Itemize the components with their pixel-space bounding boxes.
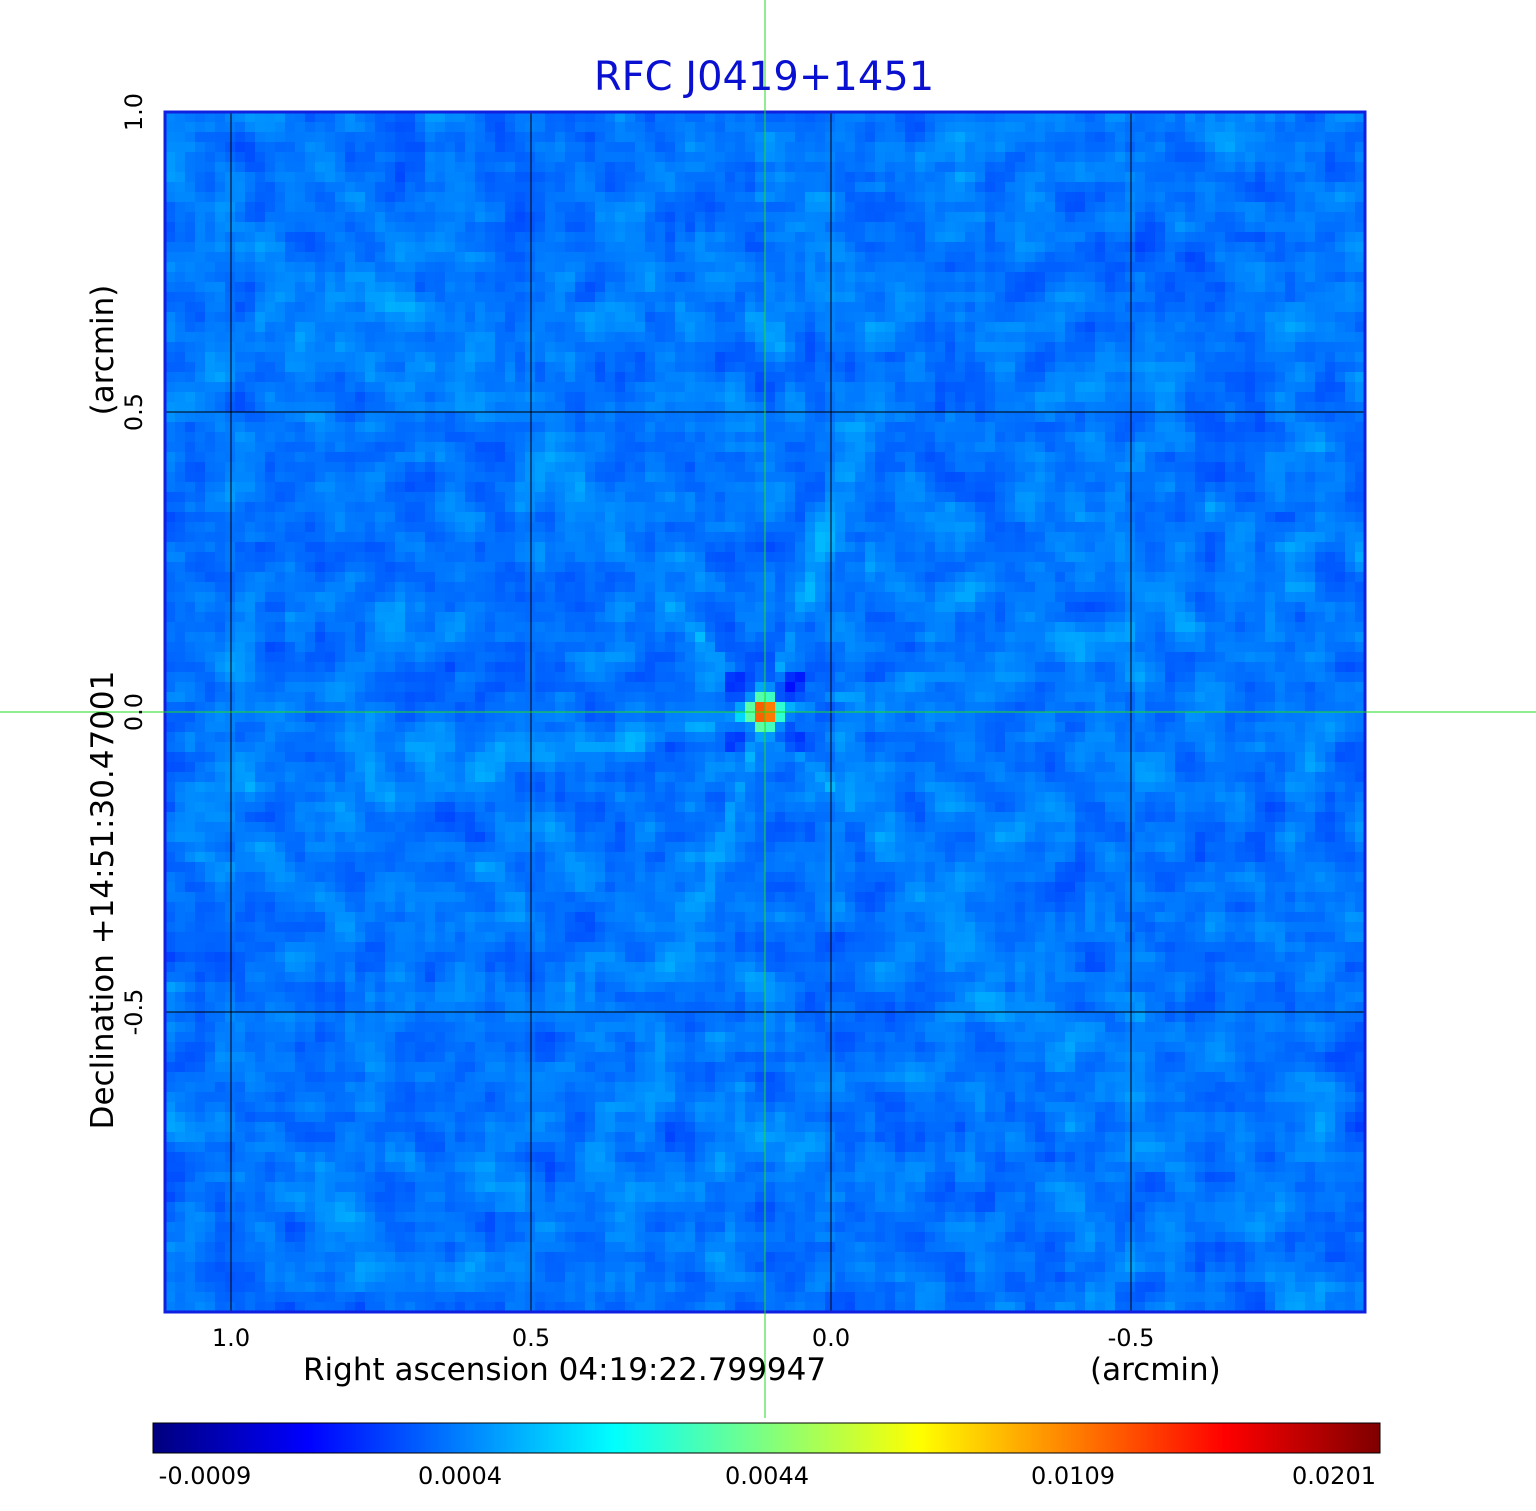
x-axis-label: Right ascension 04:19:22.799947	[303, 1352, 827, 1388]
y-tick-label: 1.0	[120, 92, 148, 132]
y-tick-label: -0.5	[120, 988, 148, 1036]
x-axis-unit: (arcmin)	[1090, 1352, 1221, 1388]
colorbar-tick-label: 0.0109	[1031, 1462, 1115, 1490]
colorbar-frame	[152, 1422, 1381, 1454]
colorbar-tick-label: 0.0004	[418, 1462, 502, 1490]
colorbar-tick-label: 0.0044	[725, 1462, 809, 1490]
x-tick-label: 0.0	[811, 1324, 851, 1352]
y-tick-label: 0.5	[120, 392, 148, 432]
x-tick-label: -0.5	[1107, 1324, 1155, 1352]
colorbar-gradient	[153, 1423, 1380, 1453]
x-tick-label: 0.5	[511, 1324, 551, 1352]
y-axis-unit: (arcmin)	[85, 284, 121, 416]
colorbar-tick-label: -0.0009	[158, 1462, 252, 1490]
colorbar-tick-label: 0.0201	[1292, 1462, 1376, 1490]
plot-title: RFC J0419+1451	[593, 54, 935, 100]
y-axis-label: Declination +14:51:30.47001	[85, 670, 121, 1130]
y-tick-label: 0.0	[120, 692, 148, 732]
x-tick-label: 1.0	[211, 1324, 251, 1352]
crosshair	[0, 0, 1536, 1418]
